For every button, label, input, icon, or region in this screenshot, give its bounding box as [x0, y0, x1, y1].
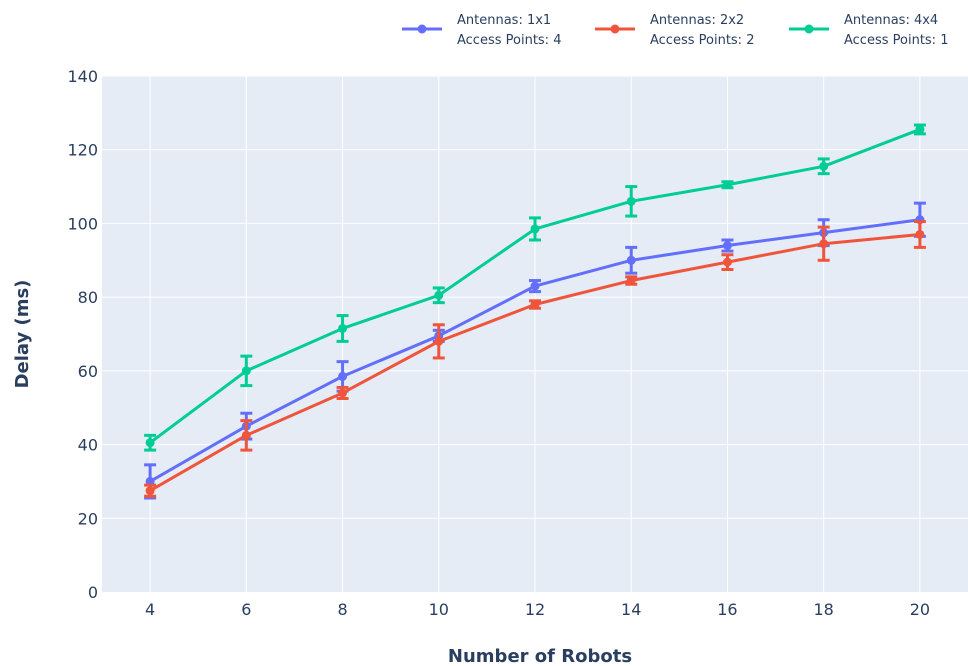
legend-swatch-marker: [610, 24, 620, 34]
data-point: [434, 290, 444, 300]
data-point: [145, 486, 155, 496]
x-tick-label: 14: [621, 600, 641, 619]
y-tick-label: 20: [78, 509, 98, 528]
y-axis-ticks: 0 20 40 60 80 100 120 140: [67, 67, 98, 602]
data-point: [722, 257, 732, 267]
data-point: [915, 124, 925, 134]
x-axis-title: Number of Robots: [448, 646, 632, 666]
x-tick-label: 16: [717, 600, 737, 619]
legend-label-line2: Access Points: 2: [650, 33, 754, 48]
series-layer: [144, 123, 926, 500]
y-tick-label: 140: [67, 67, 98, 86]
x-axis-ticks: 4 6 8 10 12 14 16 18 20: [145, 600, 930, 619]
y-tick-label: 60: [78, 362, 98, 381]
data-point: [530, 224, 540, 234]
data-point: [241, 430, 251, 440]
legend-item-2[interactable]: Antennas: 2x2 Access Points: 2: [595, 13, 754, 48]
x-tick-label: 6: [241, 600, 251, 619]
legend-swatch-marker: [804, 24, 814, 34]
x-tick-label: 18: [813, 600, 833, 619]
x-tick-label: 20: [910, 600, 930, 619]
legend-label-line2: Access Points: 1: [844, 33, 948, 48]
data-point: [819, 161, 829, 171]
legend-label-line1: Antennas: 1x1: [457, 13, 551, 28]
data-point: [819, 239, 829, 249]
legend-label-line1: Antennas: 2x2: [650, 13, 744, 28]
x-tick-label: 8: [337, 600, 347, 619]
x-tick-label: 4: [145, 600, 155, 619]
data-point: [626, 196, 636, 206]
data-point: [338, 388, 348, 398]
data-point: [722, 180, 732, 190]
y-axis-title: Delay (ms): [12, 280, 33, 389]
data-point: [338, 323, 348, 333]
legend-item-1[interactable]: Antennas: 1x1 Access Points: 4: [402, 13, 561, 48]
data-point: [530, 300, 540, 310]
data-point: [626, 276, 636, 286]
data-point: [722, 241, 732, 251]
y-tick-label: 80: [78, 288, 98, 307]
data-point: [626, 255, 636, 265]
y-tick-label: 120: [67, 141, 98, 160]
data-point: [530, 281, 540, 291]
data-point: [338, 371, 348, 381]
legend-label-line2: Access Points: 4: [457, 33, 561, 48]
series-3: [144, 123, 926, 452]
y-tick-label: 100: [67, 214, 98, 233]
data-point: [915, 229, 925, 239]
series-2: [144, 220, 926, 498]
data-point: [241, 366, 251, 376]
legend: Antennas: 1x1 Access Points: 4 Antennas: 2…: [402, 13, 948, 48]
legend-item-3[interactable]: Antennas: 4x4 Access Points: 1: [789, 13, 948, 48]
x-tick-label: 10: [429, 600, 449, 619]
legend-label-line1: Antennas: 4x4: [844, 13, 938, 28]
y-tick-label: 40: [78, 436, 98, 455]
data-point: [434, 336, 444, 346]
y-tick-label: 0: [88, 583, 98, 602]
data-point: [145, 438, 155, 448]
x-tick-label: 12: [525, 600, 545, 619]
legend-swatch-marker: [417, 24, 427, 34]
